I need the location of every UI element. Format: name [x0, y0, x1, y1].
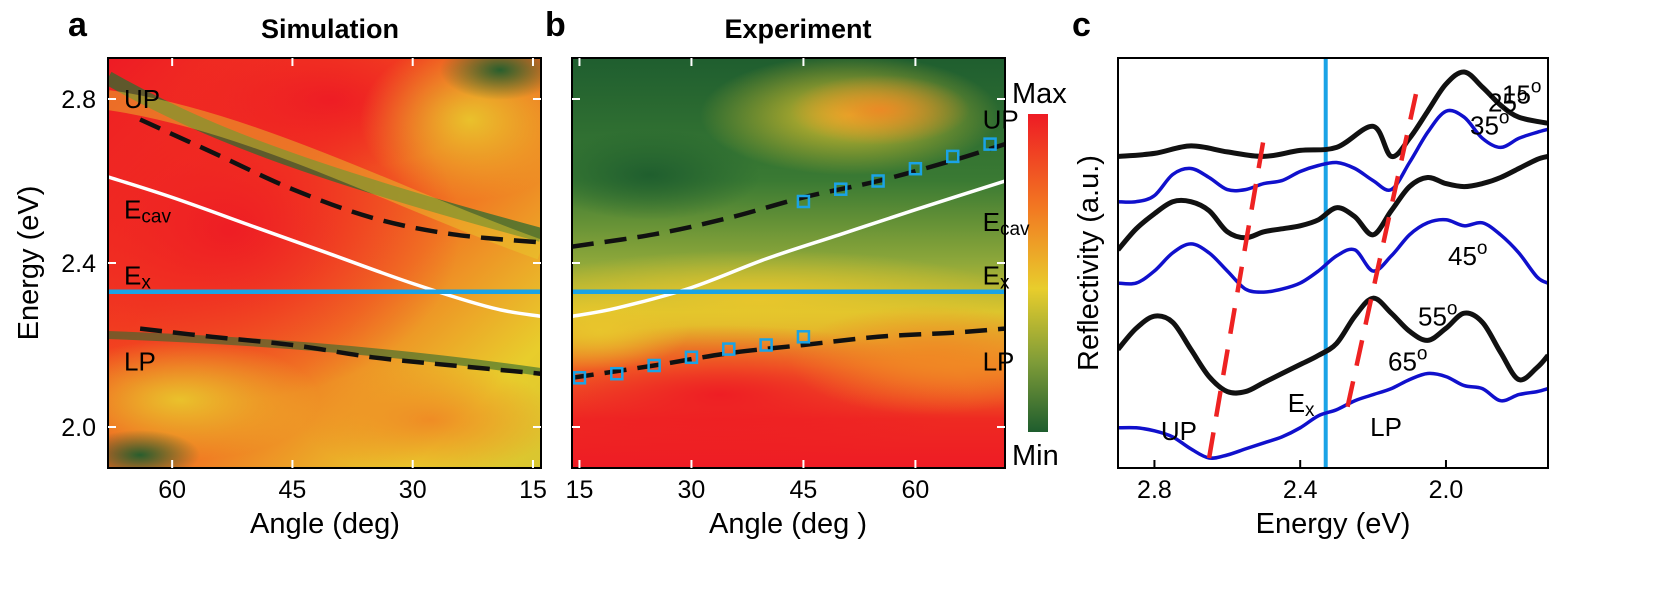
- panel-b-data-point: [759, 338, 773, 352]
- chart-marks: UP Ecav Ex LP 60 45 30 15 2.0 2.4 2.8 UP Ecav Ex LP 15 3…: [61, 58, 1542, 504]
- panel-a-annotation-3: LP: [124, 346, 156, 376]
- panel-c-annotation-up: UP: [1161, 416, 1197, 446]
- panel-a-ytick-label: 2.8: [61, 86, 96, 114]
- angle-label-45: 45o: [1448, 238, 1488, 271]
- panel-a-xlabel: Angle (deg): [250, 508, 400, 540]
- reflectivity-curve-55: [1118, 295, 1548, 396]
- panel-b-line-1: [572, 179, 1005, 319]
- panel-a-ytick-label: 2.0: [61, 414, 96, 442]
- panel-b-data-point: [983, 137, 997, 151]
- reflectivity-curve-15: [1118, 69, 1548, 160]
- panel-b-data-point: [871, 174, 885, 188]
- panel-a-line-0: [139, 117, 541, 245]
- angle-label-15: 15o: [1502, 76, 1542, 109]
- panel-a-ytick-label: 2.4: [61, 250, 96, 278]
- guide-dash-LP: [1345, 89, 1420, 408]
- panel-b-lines: [572, 137, 1005, 385]
- guide-dash-UP: [1206, 137, 1266, 459]
- panel-c-xtick-label: 2.8: [1137, 476, 1172, 504]
- reflectivity-curve-65: [1118, 371, 1548, 460]
- colorbar: [1028, 114, 1048, 432]
- panel-b-data-point: [834, 182, 848, 196]
- panel-b-line-0: [572, 141, 1005, 249]
- panel-a-title: Simulation: [261, 14, 399, 44]
- panel-a-annotation-1: Ecav: [124, 195, 171, 228]
- panel-b-annotation-2: Ex: [983, 260, 1010, 293]
- panel-label-a: a: [68, 6, 88, 44]
- colorbar-min-label: Min: [1012, 440, 1059, 472]
- reflectivity-curve-25: [1118, 108, 1548, 204]
- panel-b-data-point: [572, 371, 587, 385]
- angle-label-55: 55o: [1418, 298, 1458, 331]
- panel-b-data-point: [722, 342, 736, 356]
- panel-b-xlabel: Angle (deg ): [709, 508, 867, 540]
- reflectivity-curve-45: [1118, 217, 1548, 294]
- panel-b-data-point: [796, 330, 811, 344]
- panel-a-xtick-label: 45: [279, 476, 307, 504]
- panel-b-data-point: [796, 194, 811, 209]
- panel-b-data-point: [684, 350, 699, 365]
- panel-b-data-point: [908, 161, 923, 176]
- panel-b-data-point: [945, 149, 960, 164]
- panel-c-ylabel: Reflectivity (a.u.): [1073, 155, 1105, 371]
- panel-c-xtick-label: 2.4: [1283, 476, 1318, 504]
- panel-b-xtick-label: 60: [902, 476, 930, 504]
- panel-label-b: b: [545, 6, 566, 44]
- reflectivity-curve-35: [1118, 153, 1548, 252]
- panel-c-xtick-label: 2.0: [1429, 476, 1464, 504]
- panel-b-xtick-label: 30: [678, 476, 706, 504]
- panel-a-xtick-label: 30: [399, 476, 427, 504]
- angle-label-65: 65o: [1388, 344, 1428, 377]
- panel-b-annotation-0: UP: [983, 105, 1019, 135]
- panel-b-heatmap: [572, 58, 1005, 468]
- panel-b-data-point: [610, 366, 624, 381]
- panel-b-data-point: [647, 358, 661, 373]
- panel-c-frame: [1117, 57, 1549, 469]
- panel-b-annotation-3: LP: [983, 346, 1015, 376]
- panel-c-annotation-ex: Ex: [1288, 388, 1315, 421]
- angle-label-25: 25o: [1488, 84, 1528, 117]
- panel-b-annotation-1: Ecav: [983, 207, 1030, 240]
- panel-c-annotation-lp: LP: [1370, 412, 1402, 442]
- panel-a-line-1: [108, 175, 541, 319]
- panel-c-plot: [1118, 58, 1548, 468]
- colorbar-max-label: Max: [1012, 78, 1067, 110]
- angle-label-35: 35o: [1470, 107, 1510, 140]
- panel-b-xtick-label: 45: [790, 476, 818, 504]
- panel-b-xtick-label: 15: [566, 476, 594, 504]
- panel-a-annotation-2: Ex: [124, 260, 151, 293]
- panel-c-xlabel: Energy (eV): [1256, 508, 1411, 540]
- panel-a-xtick-label: 60: [158, 476, 186, 504]
- panel-label-c: c: [1072, 6, 1091, 44]
- panel-b-line-3: [572, 326, 1005, 381]
- panel-a-lines: [108, 117, 541, 376]
- panel-b-title: Experiment: [724, 14, 871, 44]
- panel-a-heatmap: [108, 58, 541, 468]
- panel-a-ylabel: Energy (eV): [13, 186, 45, 341]
- panel-a-line-3: [139, 326, 541, 376]
- panel-a-xtick-label: 15: [519, 476, 547, 504]
- panel-a-annotation-0: UP: [124, 84, 160, 114]
